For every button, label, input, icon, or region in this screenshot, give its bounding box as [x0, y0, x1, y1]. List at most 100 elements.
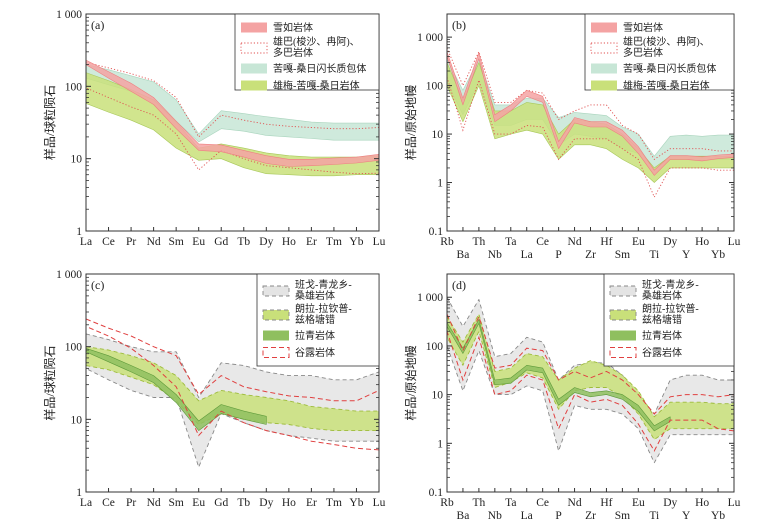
series-band-4 [86, 59, 379, 167]
legend-label: 苦嘎-桑日闪长质包体 [623, 62, 716, 75]
y-tick-label: 100 [426, 81, 444, 93]
y-tick-label: 1 000 [417, 292, 443, 304]
series-band-3-lower [447, 76, 734, 199]
legend-label-line: 谷露岩体 [642, 346, 682, 359]
x-tick-label: Y [682, 249, 691, 261]
legend-swatch [262, 309, 290, 321]
y-axis-label: 样品/球粒陨石 [42, 85, 57, 160]
legend-swatch [262, 347, 290, 358]
x-tick-label: Rb [440, 497, 454, 509]
series-band-4-lower [447, 331, 734, 452]
x-tick-label: Yb [711, 510, 725, 522]
series-band-4-lower [86, 325, 379, 451]
x-tick-label: Eu [192, 236, 205, 248]
panel-label: (c) [91, 278, 104, 292]
legend-label: 雪如岩体 [623, 21, 663, 34]
legend-label: 雪如岩体 [273, 21, 313, 34]
x-tick-label: Eu [632, 497, 645, 509]
x-tick-label: P [555, 249, 561, 261]
chart-panel-3: 1 10 100 1 000 La Ce Pr Nd Sm Eu Gd Tb Dy Ho Er Tm Yb Lu 样… [42, 269, 386, 509]
legend-label-line: 拉青岩体 [642, 329, 682, 342]
x-tick-label: Ho [282, 236, 296, 248]
x-tick-label: Ta [505, 236, 516, 248]
x-tick-label: Ce [102, 236, 115, 248]
x-tick-label: Er [306, 236, 317, 248]
x-tick-label: Eu [192, 497, 205, 509]
y-tick-label: 1 [76, 487, 82, 499]
legend-swatch [591, 22, 617, 33]
x-tick-label: Ba [457, 510, 470, 522]
x-tick-label: Ba [457, 249, 470, 261]
x-tick-label: Sm [168, 497, 183, 509]
chart-panel-1: 1 10 100 1 000 La Ce Pr Nd Sm Eu Gd Tb Dy Ho Er Tm Yb Lu 样… [42, 9, 386, 248]
legend-swatch [240, 42, 268, 54]
legend-swatch [241, 22, 267, 33]
x-tick-label: Ce [536, 236, 549, 248]
series-band-4-upper [86, 318, 379, 402]
y-tick-label: 0.1 [429, 226, 444, 238]
x-tick-label: Pr [126, 236, 136, 248]
legend-label: 朗拉-拉钦普-兹格塘错 [642, 302, 699, 326]
legend-label-line: 雪如岩体 [273, 21, 313, 34]
legend-label-line: 雄巴(梭沙、冉阿)、 [623, 35, 710, 48]
legend-label: 拉青岩体 [295, 329, 335, 342]
legend-label: 拉青岩体 [642, 329, 682, 342]
y-tick-label: 10 [432, 390, 444, 402]
legend-label: 苦嘎-桑日闪长质包体 [273, 62, 366, 75]
legend-swatch [263, 330, 289, 341]
x-tick-label: Hf [600, 236, 612, 248]
series-band-3 [447, 319, 671, 432]
x-tick-label: Lu [373, 236, 386, 248]
y-tick-label: 1 [76, 226, 82, 238]
y-tick-label: 100 [65, 81, 83, 93]
legend-label: 班戈-青龙乡-桑雄岩体 [642, 278, 699, 302]
x-tick-label: Nb [488, 249, 502, 261]
legend-label-line: 多巴岩体 [623, 46, 663, 59]
legend-swatch [241, 80, 267, 91]
legend-label: 班戈-青龙乡-桑雄岩体 [295, 278, 352, 302]
legend-swatch [241, 63, 267, 74]
x-tick-label: Zr [585, 249, 596, 261]
y-tick-label: 1 000 [417, 32, 443, 44]
panel-label: (d) [452, 278, 466, 292]
x-tick-label: Sm [168, 236, 183, 248]
x-tick-label: Ti [649, 510, 659, 522]
legend-label-line: 朗拉-拉钦普- [642, 302, 699, 315]
plot-area [447, 47, 734, 199]
y-tick-label: 10 [432, 129, 444, 141]
x-tick-label: Tm [326, 497, 342, 509]
x-tick-label: Dy [663, 236, 677, 248]
legend-label-line: 雪如岩体 [623, 21, 663, 34]
series-band-3-lower [86, 87, 379, 175]
legend-swatch [609, 285, 637, 297]
legend-label: 雄巴(梭沙、冉阿)、多巴岩体 [623, 35, 710, 59]
x-tick-label: Ti [649, 249, 659, 261]
y-tick-label: 0.1 [429, 487, 444, 499]
panel-label: (b) [452, 18, 466, 32]
legend-label-line: 谷露岩体 [295, 346, 335, 359]
x-tick-label: Nd [568, 497, 582, 509]
x-tick-label: Ce [536, 497, 549, 509]
panel-label: (a) [91, 18, 104, 32]
x-tick-label: Lu [728, 497, 741, 509]
x-tick-label: Yb [711, 249, 725, 261]
x-tick-label: Th [472, 497, 485, 509]
x-tick-label: Nd [147, 497, 161, 509]
legend-label: 雄梅-苦嘎-桑日岩体 [273, 79, 360, 92]
x-tick-label: P [555, 510, 561, 522]
x-tick-label: La [80, 236, 92, 248]
x-tick-label: Gd [214, 497, 228, 509]
legend-label-line: 朗拉-拉钦普- [295, 302, 352, 315]
y-axis-label: 样品/球粒陨石 [42, 345, 57, 420]
x-tick-label: Tb [237, 236, 250, 248]
x-tick-label: Gd [214, 236, 228, 248]
x-tick-label: Eu [632, 236, 645, 248]
legend-swatch [262, 285, 290, 297]
x-tick-label: Nd [568, 236, 582, 248]
legend-label: 谷露岩体 [295, 346, 335, 359]
x-tick-label: Ce [102, 497, 115, 509]
y-tick-label: 1 [437, 438, 443, 450]
legend-label-line: 多巴岩体 [273, 46, 313, 59]
